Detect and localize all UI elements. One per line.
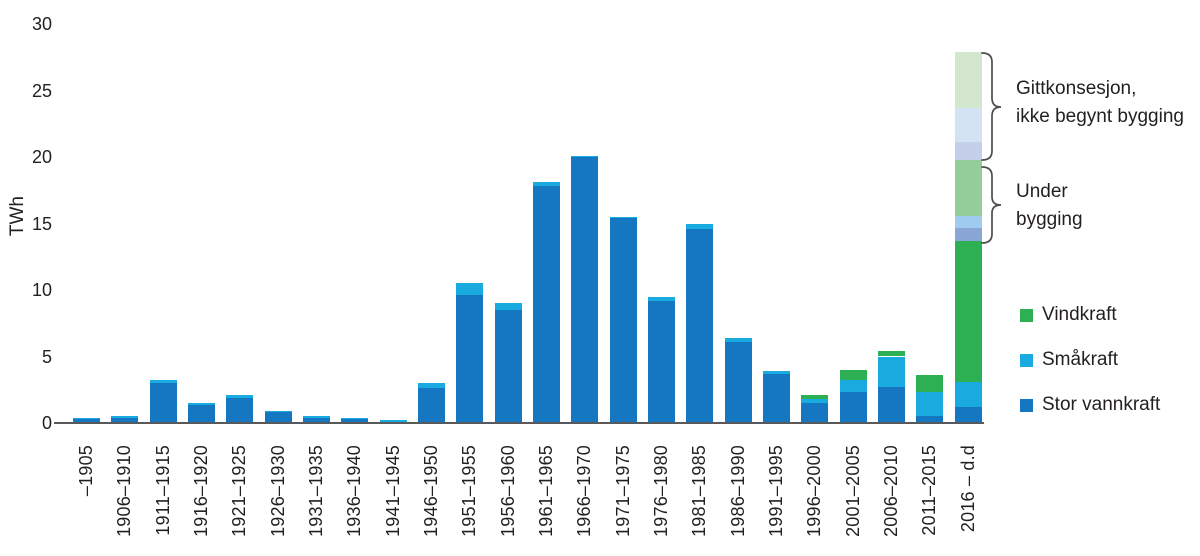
bracket-gitt-konsesjon	[981, 52, 1002, 161]
bar-segment-stor	[571, 157, 599, 423]
y-tick-label: 10	[31, 280, 52, 300]
bar-segment-stor	[149, 383, 177, 423]
legend-item-småkraft: Småkraft	[1020, 349, 1118, 371]
bar-segment-sma	[571, 155, 599, 157]
bar-segment-stor	[801, 403, 829, 424]
annotation-line: Under	[1016, 181, 1068, 202]
bar-segment-sma	[609, 216, 637, 219]
bar-segment-sma	[303, 416, 330, 418]
bar-segment-stor	[341, 418, 369, 423]
legend-swatch-icon	[1020, 353, 1033, 367]
bar-segment-stor	[494, 309, 522, 423]
bar-segment-stor	[877, 387, 905, 423]
annotation-under-bygging: Under bygging	[1016, 178, 1083, 234]
bracket-under-bygging	[981, 166, 1002, 244]
bar-segment-stor	[686, 228, 714, 423]
bar-segment-stor	[954, 407, 982, 423]
bar-segment-stor	[303, 417, 330, 423]
bar-segment-sma	[647, 296, 675, 301]
y-tick-label: 0	[41, 413, 52, 433]
annotation-line: Gittkonsesjon,	[1016, 78, 1137, 99]
y-tick-label: 25	[31, 80, 52, 101]
bar-segment-sma	[916, 392, 944, 417]
bar-segment-vind	[801, 395, 829, 400]
bar-segment-sma	[801, 399, 829, 404]
bar-segment-vind	[839, 369, 867, 381]
y-tick-label: 30	[31, 14, 52, 34]
bar-segment-sma	[341, 417, 369, 419]
bar-segment-sma	[379, 419, 407, 422]
bar-segment-sma	[954, 381, 982, 408]
bar-segment-sma	[188, 403, 215, 406]
bar-segment-sma	[686, 223, 714, 229]
bar-segment-vind	[877, 351, 905, 357]
bar-segment-stor	[226, 397, 254, 423]
bar-segment-sma	[533, 182, 560, 187]
bar-segment-sma	[877, 356, 905, 388]
legend-swatch-icon	[1020, 398, 1033, 412]
bar-segment-stor	[724, 341, 752, 423]
legend-item-stor-vannkraft: Stor vannkraft	[1020, 394, 1160, 416]
bar-segment-gk_sma	[954, 107, 982, 143]
bar-segment-stor	[647, 300, 675, 423]
legend-item-vindkraft: Vindkraft	[1020, 304, 1117, 326]
bar-segment-ub_sma	[954, 215, 982, 228]
bar-segment-sma	[111, 416, 139, 418]
bar-segment-stor	[609, 218, 637, 423]
bar-segment-stor	[418, 388, 445, 423]
bar-segment-stor	[73, 419, 100, 423]
bar-segment-stor	[264, 412, 292, 423]
bar-segment-ub_vind	[954, 159, 982, 216]
bar-segment-sma	[724, 337, 752, 342]
bar-segment-gk_stor	[954, 142, 982, 160]
bar-segment-sma	[494, 303, 522, 310]
bar-segment-stor	[916, 416, 944, 424]
bar-segment-ub_stor	[954, 227, 982, 241]
legend-swatch-icon	[1020, 308, 1033, 322]
annotation-gitt-konsesjon: Gittkonsesjon, ikke begynt bygging	[1016, 75, 1184, 131]
bar-segment-sma	[762, 371, 790, 374]
y-tick-label: 15	[31, 213, 52, 234]
legend-label: Stor vannkraft	[1042, 394, 1161, 415]
bar-segment-gk_vind	[954, 51, 982, 108]
bar-segment-sma	[264, 411, 292, 413]
bar-segment-stor	[762, 373, 790, 423]
bar-segment-sma	[418, 383, 445, 389]
legend-label: Vindkraft	[1042, 304, 1117, 325]
x-axis-line	[54, 422, 984, 424]
bar-segment-stor	[533, 186, 560, 423]
bar-segment-stor	[839, 392, 867, 423]
annotation-line: ikke begynt bygging	[1016, 106, 1184, 127]
bar-segment-stor	[456, 295, 484, 423]
bar-segment-stor	[111, 417, 139, 423]
annotation-line: bygging	[1016, 209, 1083, 230]
bar-segment-vind	[954, 240, 982, 382]
bar-segment-sma	[73, 417, 100, 419]
y-tick-label: 5	[41, 346, 52, 367]
y-tick-label: 20	[31, 147, 52, 167]
bar-segment-sma	[149, 380, 177, 384]
bar-segment-vind	[916, 375, 944, 393]
bar-segment-stor	[188, 405, 215, 423]
bar-segment-sma	[839, 380, 867, 393]
bar-segment-sma	[456, 283, 484, 296]
bar-segment-sma	[226, 395, 254, 398]
legend-label: Småkraft	[1042, 349, 1119, 370]
